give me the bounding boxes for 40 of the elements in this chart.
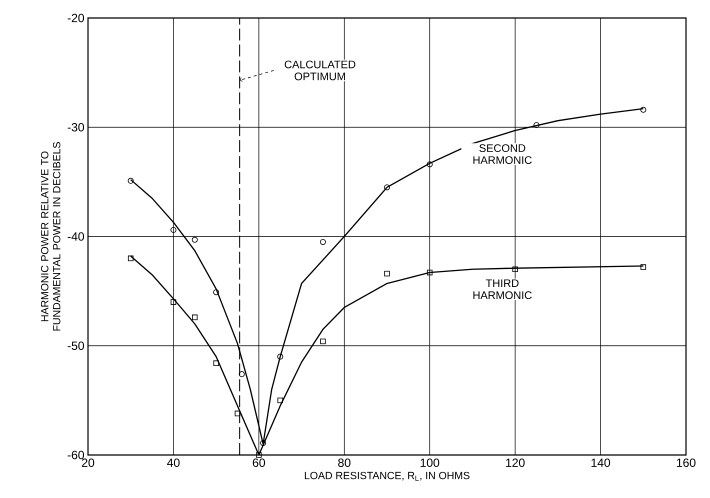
point xyxy=(277,398,284,404)
point xyxy=(192,236,198,243)
point xyxy=(260,440,266,446)
point xyxy=(192,314,198,320)
point xyxy=(320,238,326,245)
y-tick-label: -30 xyxy=(68,123,84,132)
x-axis-title: LOAD RESISTANCE, R$_{L}$, IN OHMS xyxy=(304,472,470,481)
x-tick-label: 100 xyxy=(420,458,440,467)
point xyxy=(426,161,433,168)
point xyxy=(170,226,176,233)
point xyxy=(534,122,540,128)
point xyxy=(426,270,433,276)
point xyxy=(238,371,245,378)
point xyxy=(384,184,390,190)
series-label: THIRD HARMONIC xyxy=(473,279,532,300)
y-tick-label: -50 xyxy=(68,342,84,350)
x-tick-label: 120 xyxy=(506,458,525,467)
point xyxy=(640,106,646,113)
point xyxy=(170,299,176,305)
point xyxy=(234,410,240,416)
y-tick-label: -60 xyxy=(68,450,84,460)
point xyxy=(320,338,326,344)
x-tick-label: 40 xyxy=(167,458,180,467)
point xyxy=(213,360,219,366)
ref-line-label: CALCULATED OPTIMUM xyxy=(284,60,356,80)
point xyxy=(277,354,284,360)
x-tick-label: 60 xyxy=(252,458,266,467)
x-tick-label: 20 xyxy=(82,458,94,467)
point xyxy=(213,289,220,296)
y-tick-label: -20 xyxy=(68,14,84,22)
point xyxy=(384,270,390,276)
point xyxy=(512,266,518,272)
x-tick-label: 80 xyxy=(338,458,350,467)
point xyxy=(128,178,134,184)
point xyxy=(256,452,262,458)
x-tick-label: 140 xyxy=(592,458,610,467)
x-tick-label: 160 xyxy=(676,458,696,467)
y-tick-label: -40 xyxy=(68,232,84,241)
y-axis-title: HARMONIC POWER RELATIVE TO FUNDAMENTAL POWER IN DECIBELS xyxy=(41,142,60,331)
series-label: SECOND HARMONIC xyxy=(473,144,532,164)
